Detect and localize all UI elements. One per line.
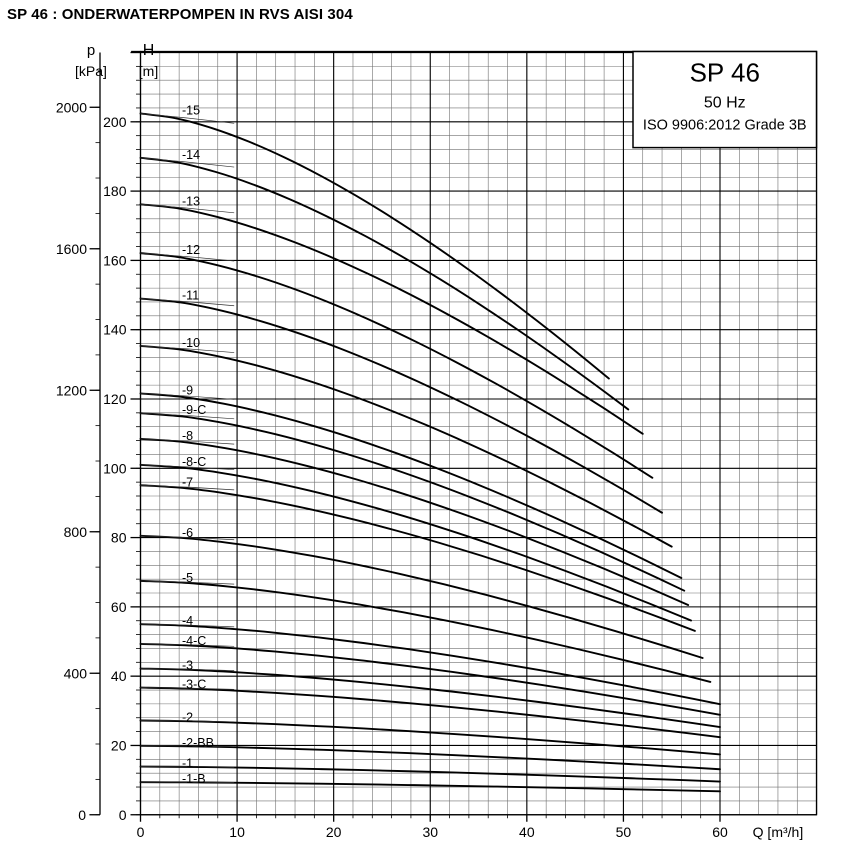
svg-text:H: H: [143, 42, 155, 59]
svg-text:-4: -4: [182, 614, 193, 628]
svg-text:2000: 2000: [56, 99, 87, 115]
svg-text:-8: -8: [182, 429, 193, 443]
svg-text:-6: -6: [182, 526, 193, 540]
svg-text:140: 140: [103, 322, 127, 338]
svg-text:p: p: [87, 42, 95, 59]
svg-text:400: 400: [64, 665, 88, 681]
svg-text:-7: -7: [182, 475, 193, 489]
svg-text:-1: -1: [182, 757, 193, 771]
svg-text:-13: -13: [182, 194, 200, 208]
svg-text:-1-B: -1-B: [182, 772, 206, 786]
svg-text:-8-C: -8-C: [182, 455, 206, 469]
svg-text:-3: -3: [182, 659, 193, 673]
svg-text:800: 800: [64, 524, 88, 540]
svg-text:60: 60: [712, 824, 728, 840]
svg-text:[kPa]: [kPa]: [75, 63, 107, 79]
svg-text:10: 10: [229, 824, 245, 840]
svg-text:0: 0: [78, 807, 86, 823]
svg-text:180: 180: [103, 183, 127, 199]
svg-text:40: 40: [111, 668, 127, 684]
svg-text:-3-C: -3-C: [182, 678, 206, 692]
svg-text:200: 200: [103, 114, 127, 130]
svg-text:-5: -5: [182, 571, 193, 585]
svg-text:-15: -15: [182, 103, 200, 117]
svg-text:-10: -10: [182, 336, 200, 350]
svg-text:20: 20: [326, 824, 342, 840]
svg-text:0: 0: [137, 824, 145, 840]
svg-text:1200: 1200: [56, 382, 87, 398]
svg-text:Q [m³/h]: Q [m³/h]: [753, 824, 804, 840]
svg-text:-9-C: -9-C: [182, 403, 206, 417]
svg-text:[m]: [m]: [139, 63, 158, 79]
svg-text:80: 80: [111, 530, 127, 546]
svg-text:-9: -9: [182, 383, 193, 397]
svg-text:60: 60: [111, 599, 127, 615]
svg-text:120: 120: [103, 391, 127, 407]
svg-text:50: 50: [616, 824, 632, 840]
svg-text:40: 40: [519, 824, 535, 840]
svg-text:1600: 1600: [56, 241, 87, 257]
svg-text:30: 30: [422, 824, 438, 840]
svg-text:-4-C: -4-C: [182, 634, 206, 648]
svg-text:-2-BB: -2-BB: [182, 736, 214, 750]
svg-text:-2: -2: [182, 711, 193, 725]
svg-text:-11: -11: [182, 289, 199, 303]
svg-text:0: 0: [119, 807, 127, 823]
svg-text:100: 100: [103, 460, 127, 476]
svg-text:-12: -12: [182, 243, 200, 257]
svg-text:160: 160: [103, 252, 127, 268]
svg-text:ISO 9906:2012 Grade 3B: ISO 9906:2012 Grade 3B: [643, 118, 807, 134]
svg-text:20: 20: [111, 737, 127, 753]
svg-text:50 Hz: 50 Hz: [704, 95, 746, 112]
svg-text:SP 46: SP 46: [690, 58, 760, 88]
svg-text:-14: -14: [182, 148, 200, 162]
